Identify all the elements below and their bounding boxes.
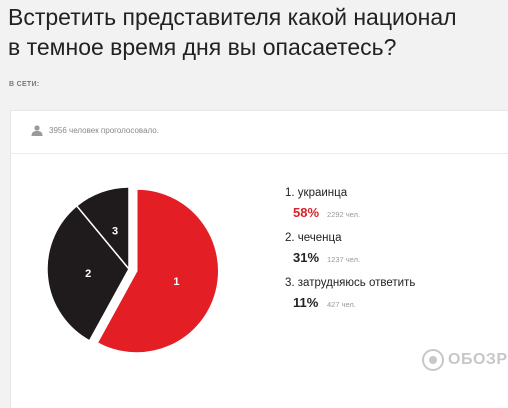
pie-slice-2 (46, 204, 130, 342)
user-icon (31, 125, 43, 136)
watermark: ОБОЗРЕ (422, 349, 508, 371)
pie-slice-label-2: 2 (85, 268, 91, 280)
legend-percent: 11% (293, 295, 319, 310)
pie-slice-3 (75, 186, 130, 272)
voters-count: 3956 человек проголосовало. (31, 125, 159, 136)
online-label: В СЕТИ: (9, 81, 40, 88)
poll-results-card: 3956 человек проголосовало. 1 2 3 1. украи… (10, 110, 508, 408)
legend-count: 2292 чел. (327, 210, 361, 219)
poll-question-line-2: в темное время дня вы опасаетесь? (8, 34, 397, 60)
legend-label: 3. затрудняюсь ответить (285, 277, 416, 289)
legend-count: 427 чел. (327, 300, 356, 309)
legend-count: 1237 чел. (327, 255, 361, 264)
legend-label: 1. украинца (285, 187, 348, 199)
legend-percent: 31% (293, 250, 320, 265)
card-divider (11, 153, 508, 154)
legend-percent: 58% (293, 205, 320, 220)
poll-question: Встретить представителя какой национал в… (8, 2, 508, 62)
voters-text: 3956 человек проголосовало. (49, 126, 159, 135)
pie-slice-label-1: 1 (173, 276, 179, 288)
pie-slice-label-3: 3 (112, 225, 118, 237)
eye-logo-icon (422, 349, 444, 371)
chart-legend: 1. украинца 58% 2292 чел. 2. чеченца 31%… (285, 187, 415, 322)
legend-item-1: 1. украинца 58% 2292 чел. (285, 187, 415, 232)
poll-question-line-1: Встретить представителя какой национал (8, 4, 457, 30)
legend-item-2: 2. чеченца 31% 1237 чел. (285, 232, 415, 277)
watermark-text: ОБОЗРЕ (448, 351, 508, 368)
pie-slice-1 (96, 188, 220, 354)
pie-chart: 1 2 3 (46, 186, 220, 354)
legend-item-3: 3. затрудняюсь ответить 11% 427 чел. (285, 277, 415, 322)
legend-label: 2. чеченца (285, 232, 342, 244)
